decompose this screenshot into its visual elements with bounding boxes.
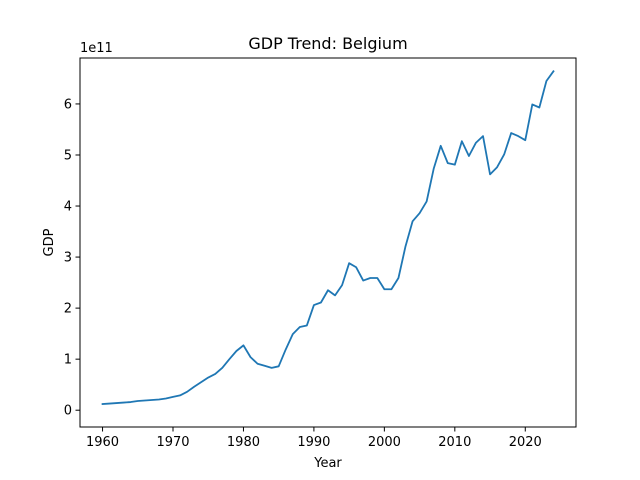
chart-title: GDP Trend: Belgium — [248, 34, 407, 53]
x-tick-label: 1970 — [156, 435, 189, 450]
y-tick-label: 5 — [64, 148, 72, 163]
y-tick-label: 6 — [64, 97, 72, 112]
x-tick-label: 2010 — [438, 435, 471, 450]
y-axis-offset-label: 1e11 — [80, 41, 113, 56]
x-tick-label: 2020 — [509, 435, 542, 450]
y-tick-label: 2 — [64, 302, 72, 317]
x-tick-label: 1990 — [297, 435, 330, 450]
x-tick-label: 1960 — [86, 435, 119, 450]
gdp-series-line — [101, 70, 555, 406]
y-axis-label: GDP — [42, 228, 57, 256]
plot-frame — [79, 57, 577, 428]
y-tick-label: 4 — [64, 200, 72, 215]
y-tick-label: 0 — [64, 404, 72, 419]
y-tick-label: 3 — [64, 251, 72, 266]
axis-ticks: 1960 1970 1980 1990 2000 2010 2020 0 1 2 3 4 5 6 — [64, 97, 542, 450]
x-tick-label: 1980 — [227, 435, 260, 450]
x-tick-label: 2000 — [368, 435, 401, 450]
y-tick-label: 1 — [64, 353, 72, 368]
x-axis-label: Year — [313, 456, 342, 471]
series-lines — [101, 70, 555, 406]
